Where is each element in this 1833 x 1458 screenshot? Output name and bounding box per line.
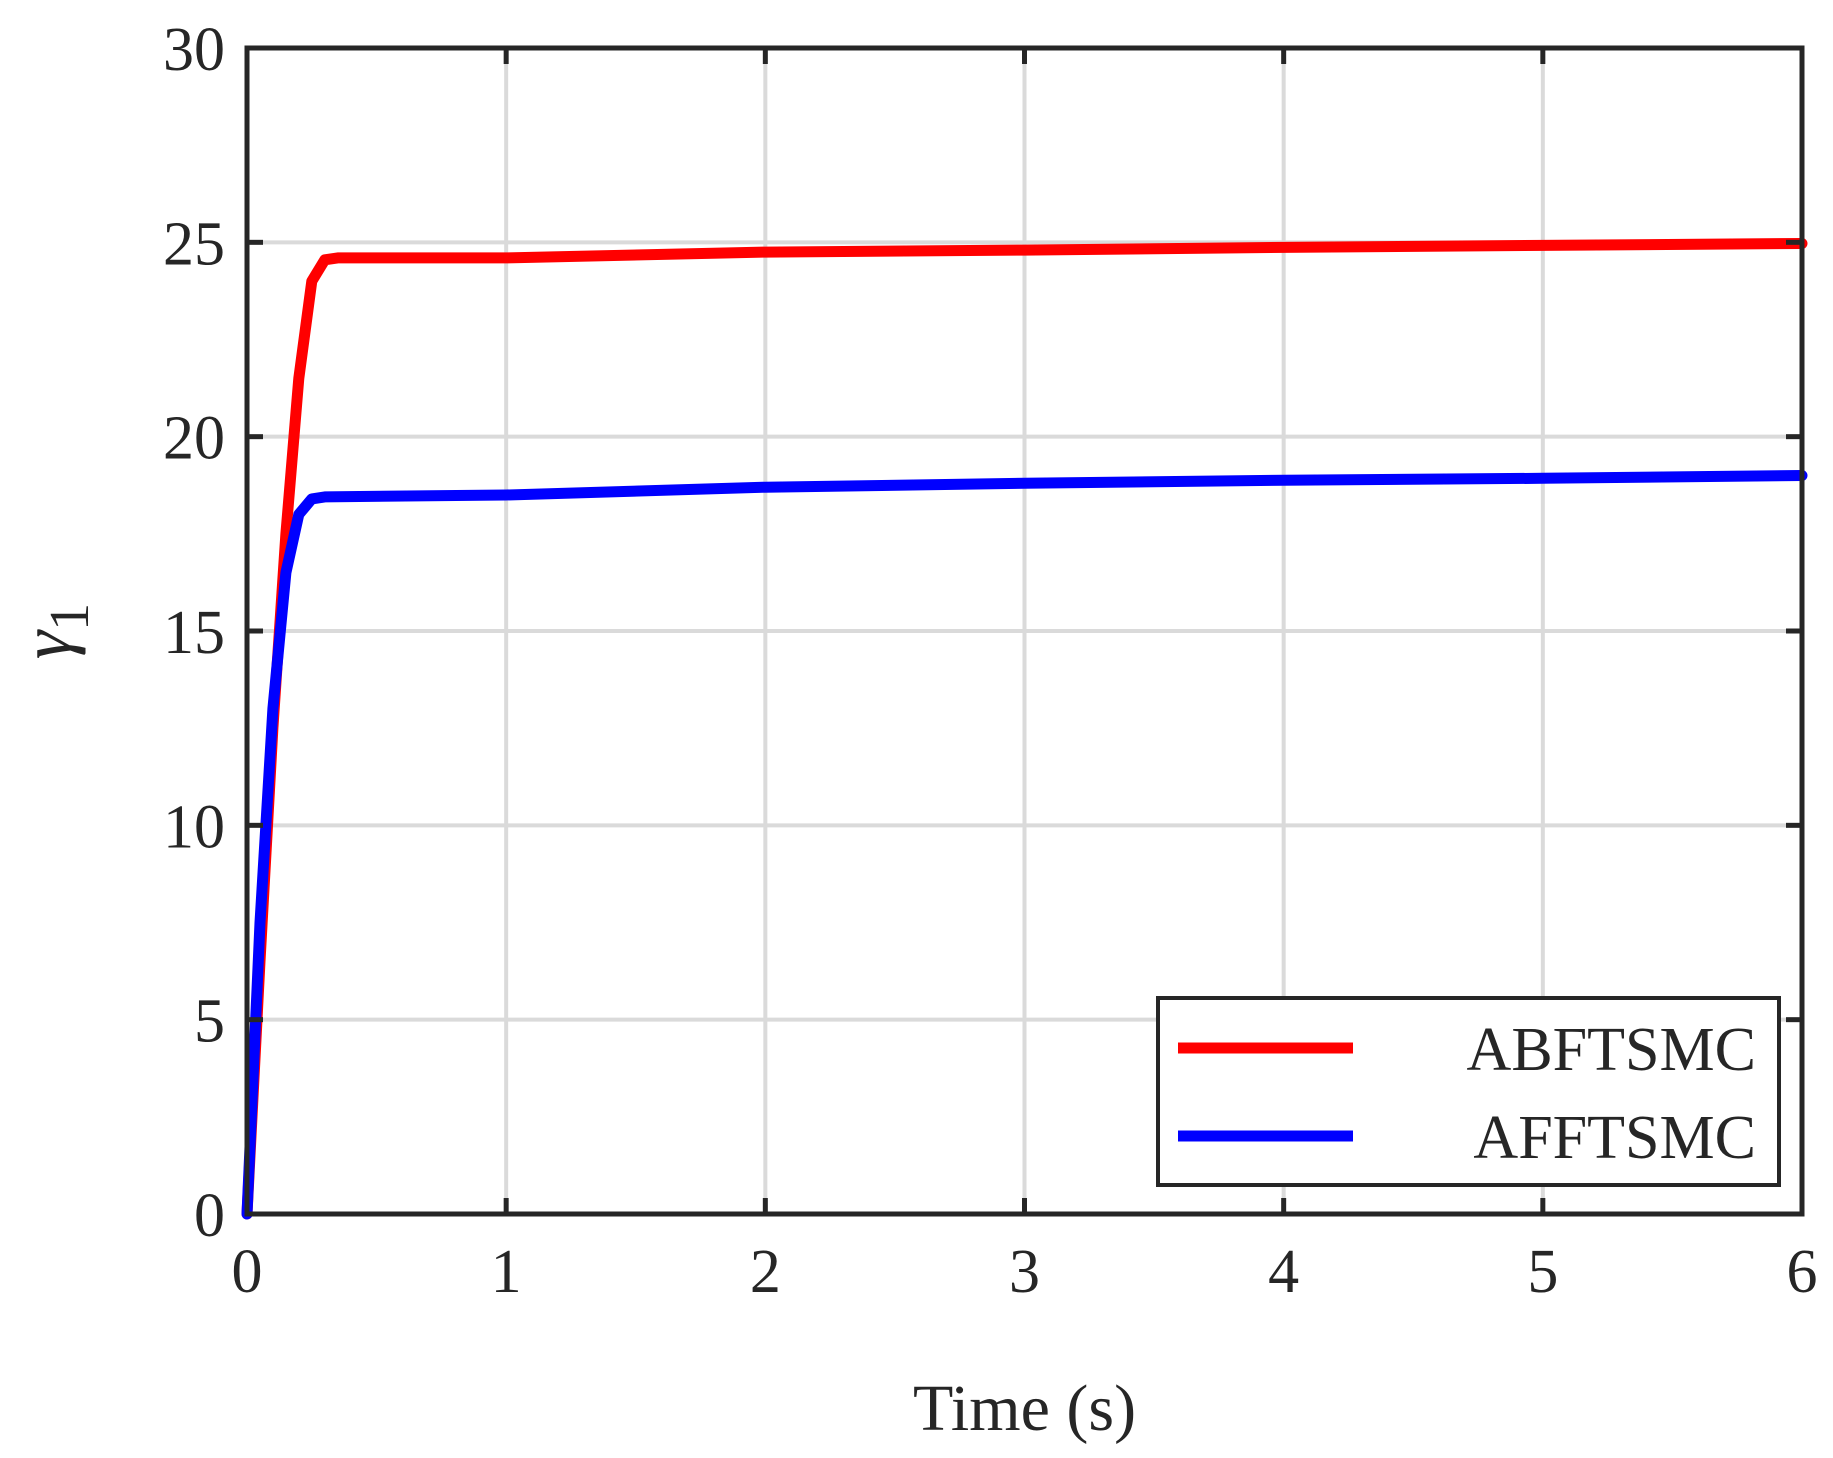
y-tick-label: 25: [163, 210, 225, 278]
y-tick-label: 15: [163, 599, 225, 667]
series-lines: [241, 238, 1808, 1220]
legend-label: ABFTSMC: [1467, 1016, 1756, 1084]
legend-label: AFFTSMC: [1473, 1104, 1756, 1172]
x-tick-label: 3: [1009, 1238, 1040, 1306]
y-tick-label: 30: [163, 16, 225, 84]
y-axis-label-symbol: γ: [6, 629, 86, 659]
y-tick-label: 0: [194, 1182, 225, 1250]
x-tick-label: 2: [750, 1238, 781, 1306]
x-tick-label: 1: [491, 1238, 522, 1306]
series-line-afftsmc: [241, 470, 1808, 1220]
legend: ABFTSMC AFFTSMC: [1156, 996, 1781, 1187]
x-tick-label: 0: [232, 1238, 263, 1306]
y-axis-label: γ1: [6, 603, 101, 659]
y-tick-labels: 0 5 10 15 20 25 30: [163, 16, 225, 1250]
x-tick-label: 5: [1527, 1238, 1558, 1306]
y-tick-label: 10: [163, 793, 225, 861]
x-tick-label: 6: [1787, 1238, 1818, 1306]
axis-ticks: [244, 45, 1805, 1217]
y-tick-label: 5: [194, 988, 225, 1056]
y-axis-label-subscript: 1: [39, 603, 101, 631]
x-tick-labels: 0 1 2 3 4 5 6: [232, 1238, 1818, 1306]
y-tick-label: 20: [163, 405, 225, 473]
x-axis-label: Time (s): [913, 1372, 1136, 1445]
x-tick-label: 4: [1268, 1238, 1299, 1306]
legend-box: [1156, 996, 1781, 1187]
